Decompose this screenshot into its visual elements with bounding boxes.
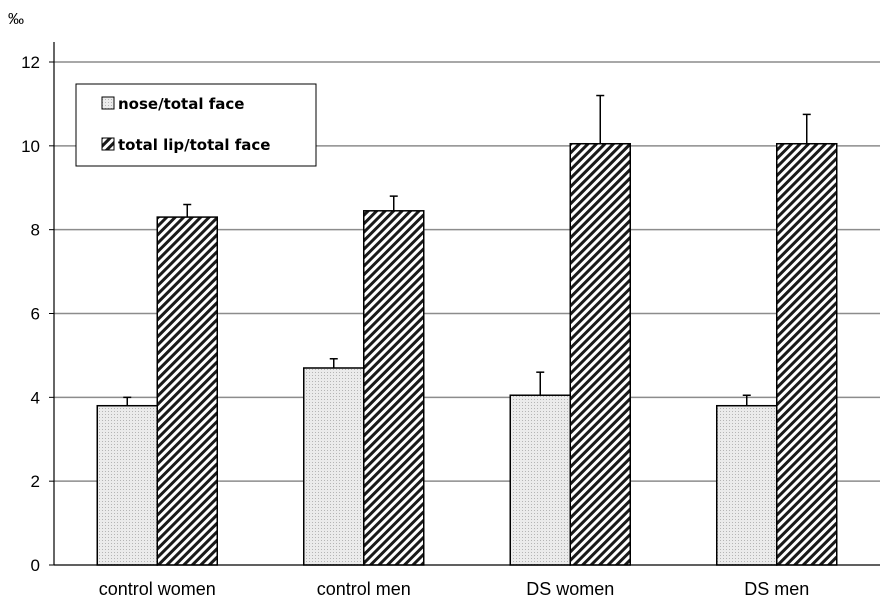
legend-label-nose: nose/total face	[118, 95, 244, 113]
nose-bar	[509, 394, 571, 566]
category-label: DS men	[744, 579, 809, 599]
lip-bar	[363, 210, 425, 566]
y-tick-label: 10	[21, 137, 40, 156]
legend-swatch-lip	[101, 137, 115, 151]
y-tick-label: 0	[31, 556, 40, 575]
category-label: control men	[317, 579, 411, 599]
legend-label-lip: total lip/total face	[118, 136, 270, 154]
nose-bar	[716, 404, 778, 566]
nose-bar	[303, 367, 365, 566]
tick-labels: 0 2 4 6 8 10 12	[21, 53, 40, 575]
y-tick-label: 8	[31, 221, 40, 240]
category-label: DS women	[526, 579, 614, 599]
y-tick-label: 6	[31, 305, 40, 324]
y-unit-label: ‰	[8, 11, 24, 28]
lip-bar	[776, 142, 838, 566]
lip-bar	[569, 142, 631, 566]
category-label: control women	[99, 579, 216, 599]
y-tick-label: 12	[21, 53, 40, 72]
axes	[49, 42, 880, 566]
y-tick-label: 4	[31, 388, 40, 407]
lip-bar	[156, 216, 218, 566]
legend-swatch-nose	[101, 96, 115, 110]
y-tick-label: 2	[31, 472, 40, 491]
legend: nose/total face total lip/total face	[75, 83, 317, 167]
legend-box	[75, 83, 317, 167]
nose-bar	[96, 404, 158, 566]
category-labels: control women control men DS women DS men	[99, 579, 810, 599]
